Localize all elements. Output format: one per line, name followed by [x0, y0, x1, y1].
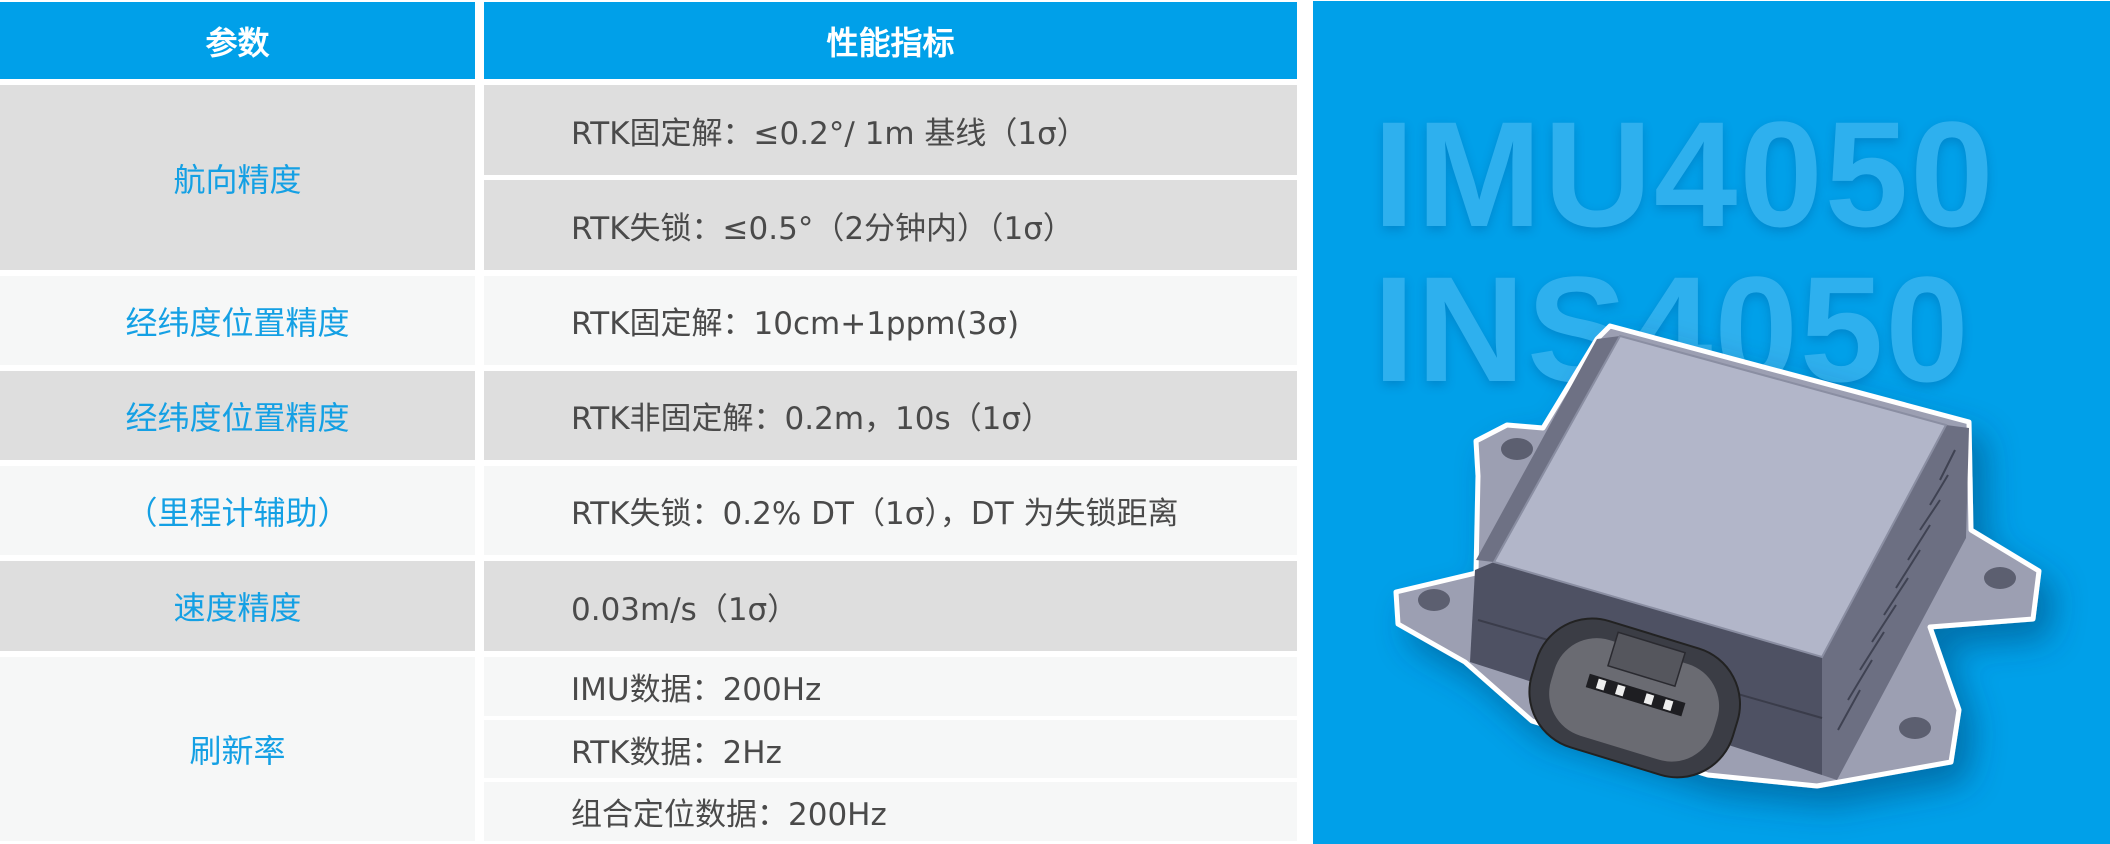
param-heading-accuracy: 航向精度: [0, 85, 475, 270]
watermark-imu: IMU4050: [1373, 90, 1996, 258]
param-position-accuracy: 经纬度位置精度: [0, 276, 475, 365]
param-update-rate: 刷新率: [0, 657, 475, 841]
spec-value: 0.03m/s（1σ）: [484, 561, 1297, 651]
spec-value: IMU数据：200Hz: [484, 657, 1297, 716]
spec-value: RTK数据：2Hz: [484, 720, 1297, 778]
spec-value: RTK固定解：≤0.2°/ 1m 基线（1σ）: [484, 85, 1297, 175]
spec-value: RTK固定解：10cm+1ppm(3σ): [484, 276, 1297, 365]
header-spec: 性能指标: [484, 2, 1297, 79]
spec-value: RTK失锁：0.2% DT（1σ），DT 为失锁距离: [484, 466, 1297, 555]
spec-value: 组合定位数据：200Hz: [484, 782, 1297, 841]
spec-value: RTK失锁：≤0.5°（2分钟内）（1σ）: [484, 180, 1297, 270]
param-velocity-accuracy: 速度精度: [0, 561, 475, 651]
param-odometer-aided: （里程计辅助）: [0, 466, 475, 555]
header-param: 参数: [0, 2, 475, 79]
param-position-accuracy-float: 经纬度位置精度: [0, 371, 475, 460]
spec-value: RTK非固定解：0.2m，10s（1σ）: [484, 371, 1297, 460]
